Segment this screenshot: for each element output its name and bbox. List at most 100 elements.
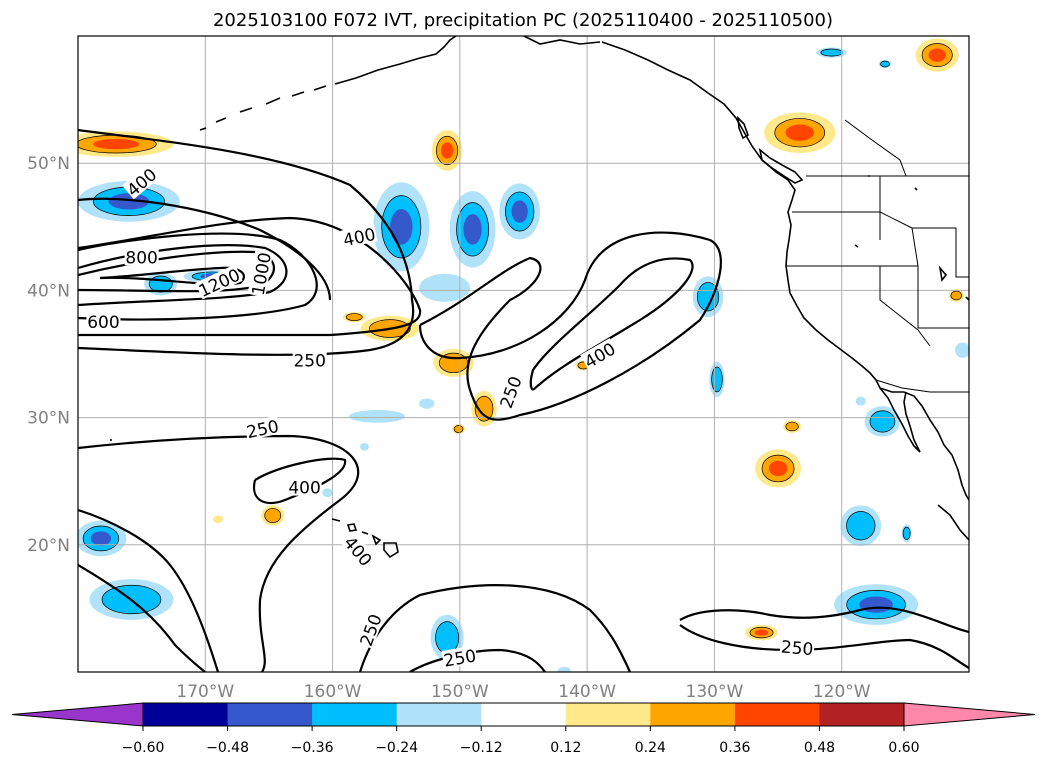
precip-blob bbox=[78, 131, 174, 157]
contour-label-bg bbox=[340, 223, 378, 249]
ivt-contour-1000 bbox=[78, 250, 275, 293]
precip-blob bbox=[864, 406, 901, 437]
lon-tick-label: 120°W bbox=[813, 682, 871, 702]
precip-blob bbox=[261, 505, 285, 526]
precip-level--0.25 bbox=[697, 282, 720, 312]
longitude-tick-labels: 170°W 160°W 150°W 140°W 130°W 120°W bbox=[176, 682, 870, 702]
contour-label: 250 bbox=[292, 350, 327, 371]
precip-level--0.13 bbox=[359, 443, 369, 451]
precip-level-0.25 bbox=[453, 425, 464, 433]
precip-blob bbox=[419, 398, 435, 409]
colorbar-segment bbox=[227, 703, 313, 726]
precip-level--0.37 bbox=[463, 214, 482, 245]
precip-level--0.13 bbox=[955, 342, 969, 358]
contour-label-bg bbox=[355, 610, 385, 649]
colorbar-tick-label: 0.60 bbox=[888, 740, 919, 756]
contour-label: 250 bbox=[495, 372, 527, 411]
precip-level--0.25 bbox=[820, 48, 843, 57]
contour-label-bg bbox=[779, 636, 815, 658]
ivt-contour-600 bbox=[78, 232, 318, 321]
utah-nevada-border bbox=[917, 266, 969, 329]
colorbar-segment bbox=[565, 703, 651, 726]
precip-blob bbox=[840, 505, 882, 547]
precip-level--0.13 bbox=[349, 409, 406, 423]
precip-blob bbox=[349, 409, 406, 423]
contour-label-bg bbox=[195, 264, 243, 300]
precip-level--0.37 bbox=[859, 596, 893, 613]
precip-blob bbox=[499, 183, 541, 240]
precip-level--0.25 bbox=[880, 60, 890, 68]
contour-label: 800 bbox=[124, 247, 159, 268]
precip-blob bbox=[709, 361, 725, 398]
ivt-contour-1200 bbox=[99, 266, 245, 286]
precip-level-0.37 bbox=[754, 629, 769, 636]
contour-label-bg bbox=[495, 372, 525, 411]
vancouver-island bbox=[758, 148, 804, 184]
precip-blob bbox=[452, 423, 465, 435]
ivt-contour-250-bottom-left bbox=[78, 508, 220, 672]
ivt-contour-250-bottom-right bbox=[679, 606, 969, 634]
precip-blob bbox=[373, 182, 430, 272]
precip-blob bbox=[755, 449, 801, 488]
contour-label: 600 bbox=[86, 312, 121, 333]
ivt-contour-400-south-left bbox=[78, 564, 206, 672]
precip-pc-fill-layer bbox=[78, 38, 969, 672]
colorbar-tick-label: −0.12 bbox=[460, 740, 503, 756]
lon-tick-label: 150°W bbox=[431, 682, 489, 702]
precip-blob bbox=[449, 191, 496, 268]
precip-level--0.25 bbox=[869, 410, 896, 433]
gulf-of-alaska-coast bbox=[523, 36, 601, 45]
lon-tick-label: 170°W bbox=[176, 682, 234, 702]
contour-label-bg bbox=[340, 531, 377, 570]
precip-level-0.25 bbox=[950, 290, 962, 301]
contour-label-bg bbox=[122, 163, 160, 200]
colorbar-segment bbox=[650, 703, 736, 726]
lat-tick-label: 30°N bbox=[27, 409, 70, 429]
baja-peninsula bbox=[879, 387, 921, 453]
latitude-tick-labels: 20°N 30°N 40°N 50°N bbox=[27, 154, 70, 556]
colorbar-segment bbox=[819, 703, 905, 726]
us-mexico-border bbox=[875, 379, 969, 393]
contour-label-bg bbox=[441, 645, 478, 669]
coastlines bbox=[110, 36, 969, 559]
precip-level--0.13 bbox=[855, 396, 866, 406]
colorbar-segment bbox=[481, 703, 567, 726]
contour-label: 250 bbox=[779, 636, 815, 660]
precip-level-0.25 bbox=[785, 421, 799, 432]
contour-label-text: 250 bbox=[780, 637, 814, 660]
precip-level-0.25 bbox=[264, 508, 282, 524]
ivt-contour-250-bottom-mid bbox=[358, 584, 632, 672]
precip-blob bbox=[342, 312, 366, 323]
precip-blob bbox=[816, 47, 847, 58]
political-borders bbox=[786, 119, 969, 393]
contour-label-bg bbox=[243, 415, 281, 441]
bc-alberta-border bbox=[844, 119, 907, 177]
ivt-contour-250-south bbox=[78, 434, 360, 672]
colorbar-tick-label: −0.60 bbox=[122, 740, 165, 756]
colorbar-segment bbox=[734, 703, 820, 726]
precip-level--0.37 bbox=[390, 208, 413, 245]
colorbar-tick-label: −0.36 bbox=[291, 740, 334, 756]
ivt-contour-250-north bbox=[78, 128, 415, 356]
colorbar-tick-label: 0.12 bbox=[550, 740, 581, 756]
precip-level--0.13 bbox=[419, 398, 435, 409]
precip-blob bbox=[855, 396, 866, 406]
idaho-line bbox=[879, 176, 919, 267]
aleutian-islands bbox=[199, 85, 327, 131]
precip-blob bbox=[764, 112, 836, 154]
colorbar: −0.60 −0.48 −0.36 −0.24 −0.12 0.12 0.24 0.36 0.4… bbox=[11, 702, 1036, 756]
precip-blob bbox=[744, 624, 779, 641]
precip-blob bbox=[783, 420, 801, 433]
ivt-contour-400-outer bbox=[78, 216, 422, 337]
precip-level-0.37 bbox=[928, 48, 946, 62]
lon-tick-label: 130°W bbox=[686, 682, 744, 702]
lat-tick-label: 40°N bbox=[27, 281, 70, 301]
precip-level--0.25 bbox=[902, 526, 911, 540]
colorbar-outline bbox=[142, 702, 905, 727]
lon-tick-label: 160°W bbox=[304, 682, 362, 702]
contour-label-bg bbox=[287, 477, 322, 496]
precip-blob bbox=[955, 342, 969, 358]
precip-level-0.37 bbox=[768, 460, 788, 477]
precip-blob bbox=[431, 130, 463, 171]
